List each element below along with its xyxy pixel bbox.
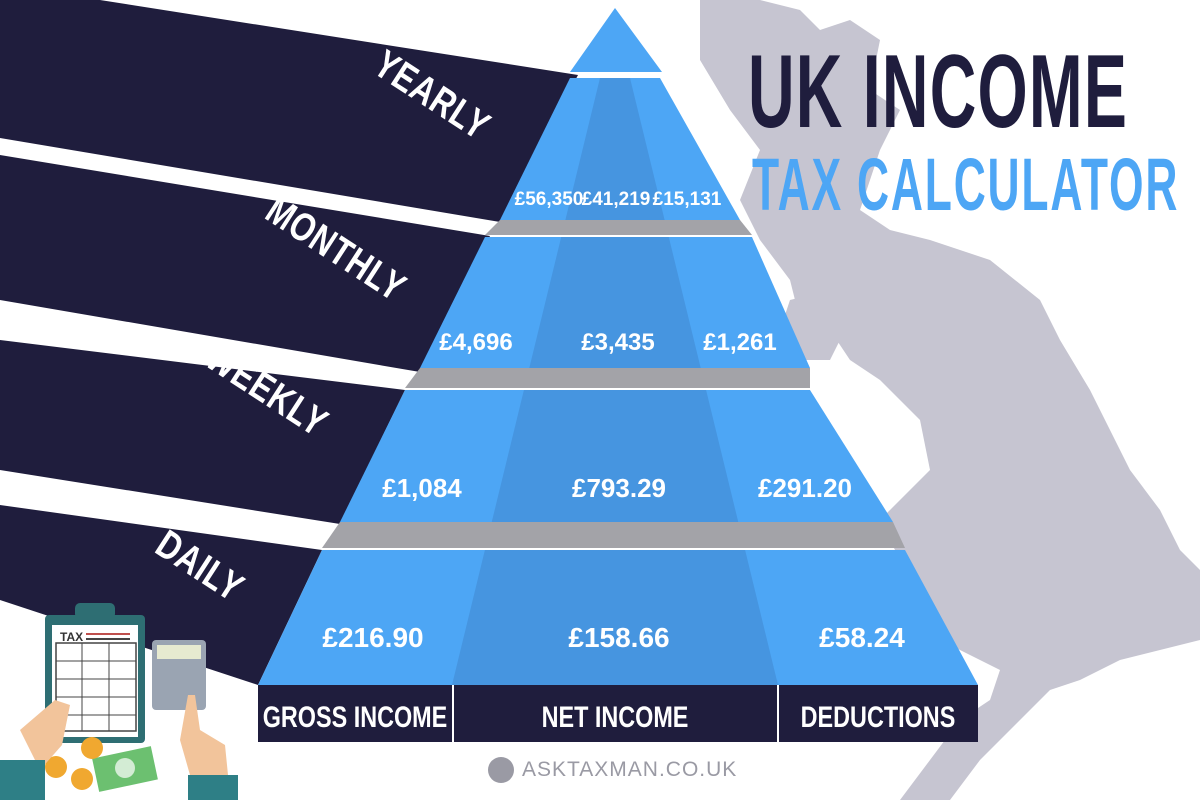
- value-weekly-net: £793.29: [572, 473, 666, 503]
- value-yearly-gross: £56,350: [515, 189, 584, 210]
- value-daily-deductions: £58.24: [819, 622, 905, 653]
- tax-illustration: TAX: [0, 603, 238, 800]
- pyramid-tier-weekly-net: [491, 390, 739, 522]
- pyramid-apex: [570, 8, 662, 72]
- value-yearly-net: £41,219: [582, 189, 651, 210]
- pyramid-tier-yearly-net: [565, 78, 665, 220]
- stripe-weekly: [0, 340, 405, 524]
- coin-icon: [71, 768, 93, 790]
- value-monthly-deductions: £1,261: [703, 329, 776, 356]
- pyramid-shelf: [485, 220, 752, 235]
- pyramid-shelf: [405, 368, 810, 388]
- value-yearly-deductions: £15,131: [653, 189, 722, 210]
- value-weekly-gross: £1,084: [382, 473, 462, 503]
- left-hand: [20, 700, 70, 770]
- website-text: ASKTAXMAN.CO.UK: [522, 758, 738, 781]
- column-label-net: NET INCOME: [542, 700, 689, 733]
- right-hand: [180, 695, 228, 775]
- value-weekly-deductions: £291.20: [758, 473, 852, 503]
- stripe-yearly: [0, 0, 578, 222]
- website-link[interactable]: ASKTAXMAN.CO.UK: [488, 757, 737, 783]
- column-label-gross: GROSS INCOME: [263, 700, 448, 733]
- pyramid-tier-daily-net: [452, 550, 778, 685]
- value-monthly-net: £3,435: [581, 329, 654, 356]
- stripe-monthly: [0, 155, 490, 372]
- value-daily-net: £158.66: [568, 622, 669, 653]
- coin-icon: [81, 737, 103, 759]
- coin-icon: [45, 756, 67, 778]
- value-daily-gross: £216.90: [322, 622, 423, 653]
- title-line-2: TAX CALCULATOR: [752, 143, 1180, 226]
- column-label-deductions: DEDUCTIONS: [801, 700, 956, 733]
- column-labels-bar: [258, 685, 978, 742]
- pyramid-shelf: [322, 522, 905, 548]
- uk-map: [700, 0, 1200, 800]
- globe-icon: [488, 757, 514, 783]
- illustration-tax-label: TAX: [60, 630, 83, 644]
- title-line-1: UK INCOME: [748, 34, 1129, 150]
- value-monthly-gross: £4,696: [439, 329, 512, 356]
- stripe-daily: [0, 505, 322, 685]
- pyramid-tier-monthly-net: [529, 237, 701, 368]
